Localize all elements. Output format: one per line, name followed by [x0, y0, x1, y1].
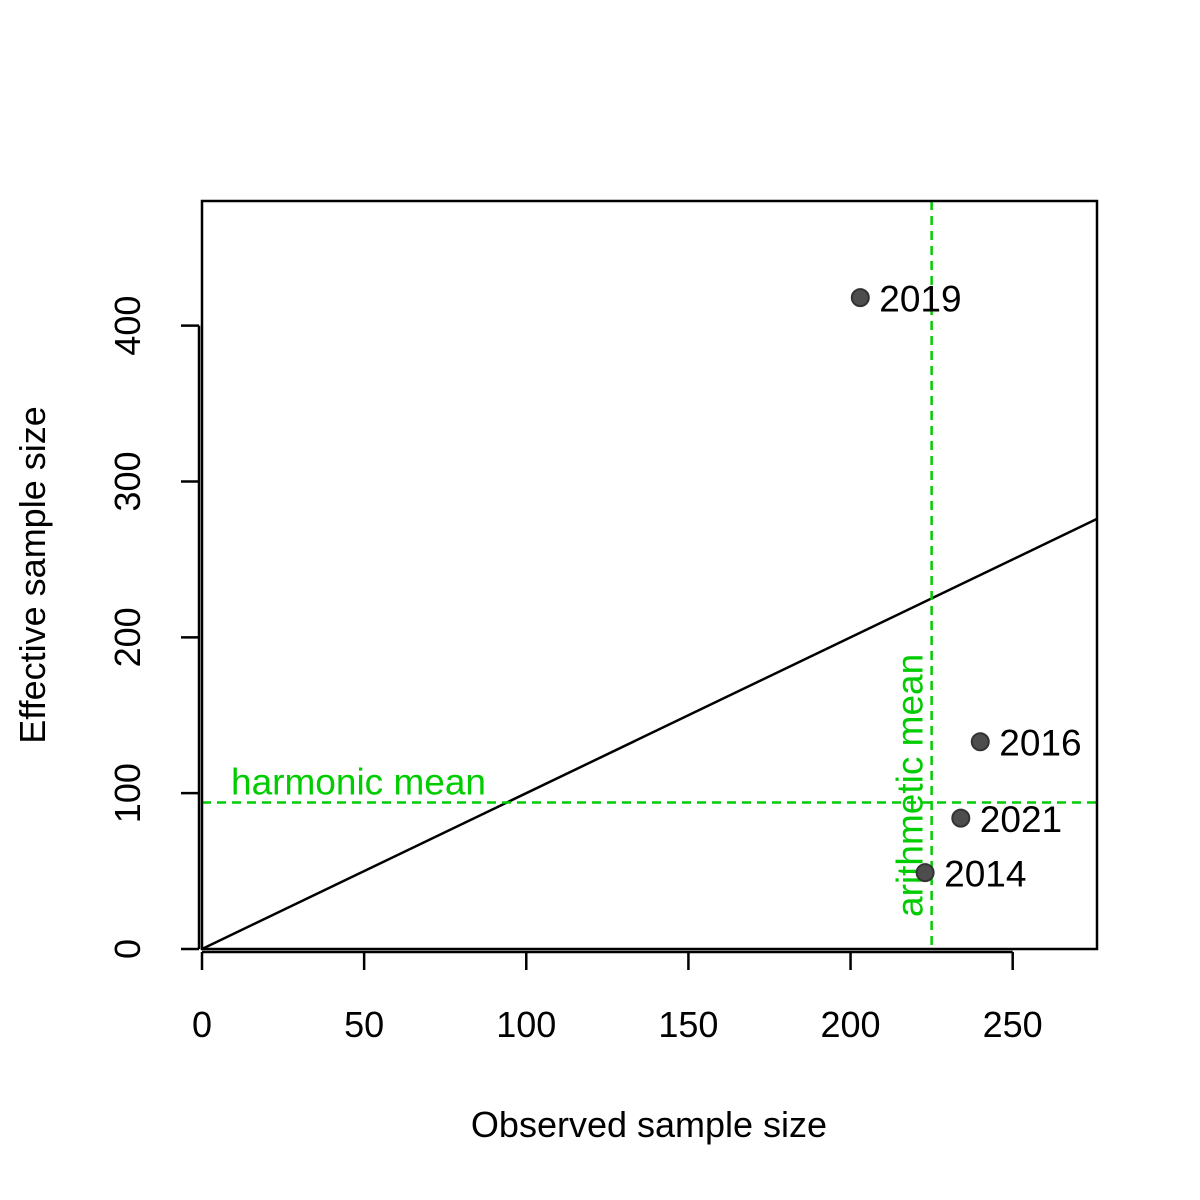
y-tick-label: 300 — [107, 451, 148, 511]
x-tick-label: 100 — [496, 1004, 556, 1045]
x-tick-label: 50 — [344, 1004, 384, 1045]
x-tick-label: 250 — [983, 1004, 1043, 1045]
data-point — [915, 863, 935, 883]
x-tick-label: 200 — [821, 1004, 881, 1045]
point-label: 2014 — [944, 854, 1026, 895]
y-tick-label: 100 — [107, 763, 148, 823]
y-tick-label: 400 — [107, 296, 148, 356]
data-point — [951, 808, 971, 828]
identity-line — [202, 517, 1097, 949]
x-tick-label: 150 — [658, 1004, 718, 1045]
plot-box — [200, 199, 1099, 951]
point-label: 2019 — [879, 279, 961, 320]
harmonic-mean-label: harmonic mean — [231, 762, 486, 803]
x-tick-label: 0 — [192, 1004, 212, 1045]
plot-layer: harmonic mean arithmetic mean201920162021… — [202, 201, 1097, 949]
plot-clipped — [202, 201, 1097, 949]
data-point — [970, 732, 990, 752]
point-label: 2016 — [999, 723, 1081, 764]
y-axis-title: Effective sample size — [12, 406, 53, 743]
y-tick-label: 0 — [107, 939, 148, 959]
x-axis-title: Observed sample size — [471, 1104, 827, 1145]
x-axis: 0 50 100 150 200 250 — [192, 950, 1043, 1045]
y-tick-label: 200 — [107, 607, 148, 667]
y-axis: 0 100 200 300 400 — [107, 296, 201, 959]
data-point — [850, 288, 870, 308]
point-label: 2021 — [980, 799, 1062, 840]
